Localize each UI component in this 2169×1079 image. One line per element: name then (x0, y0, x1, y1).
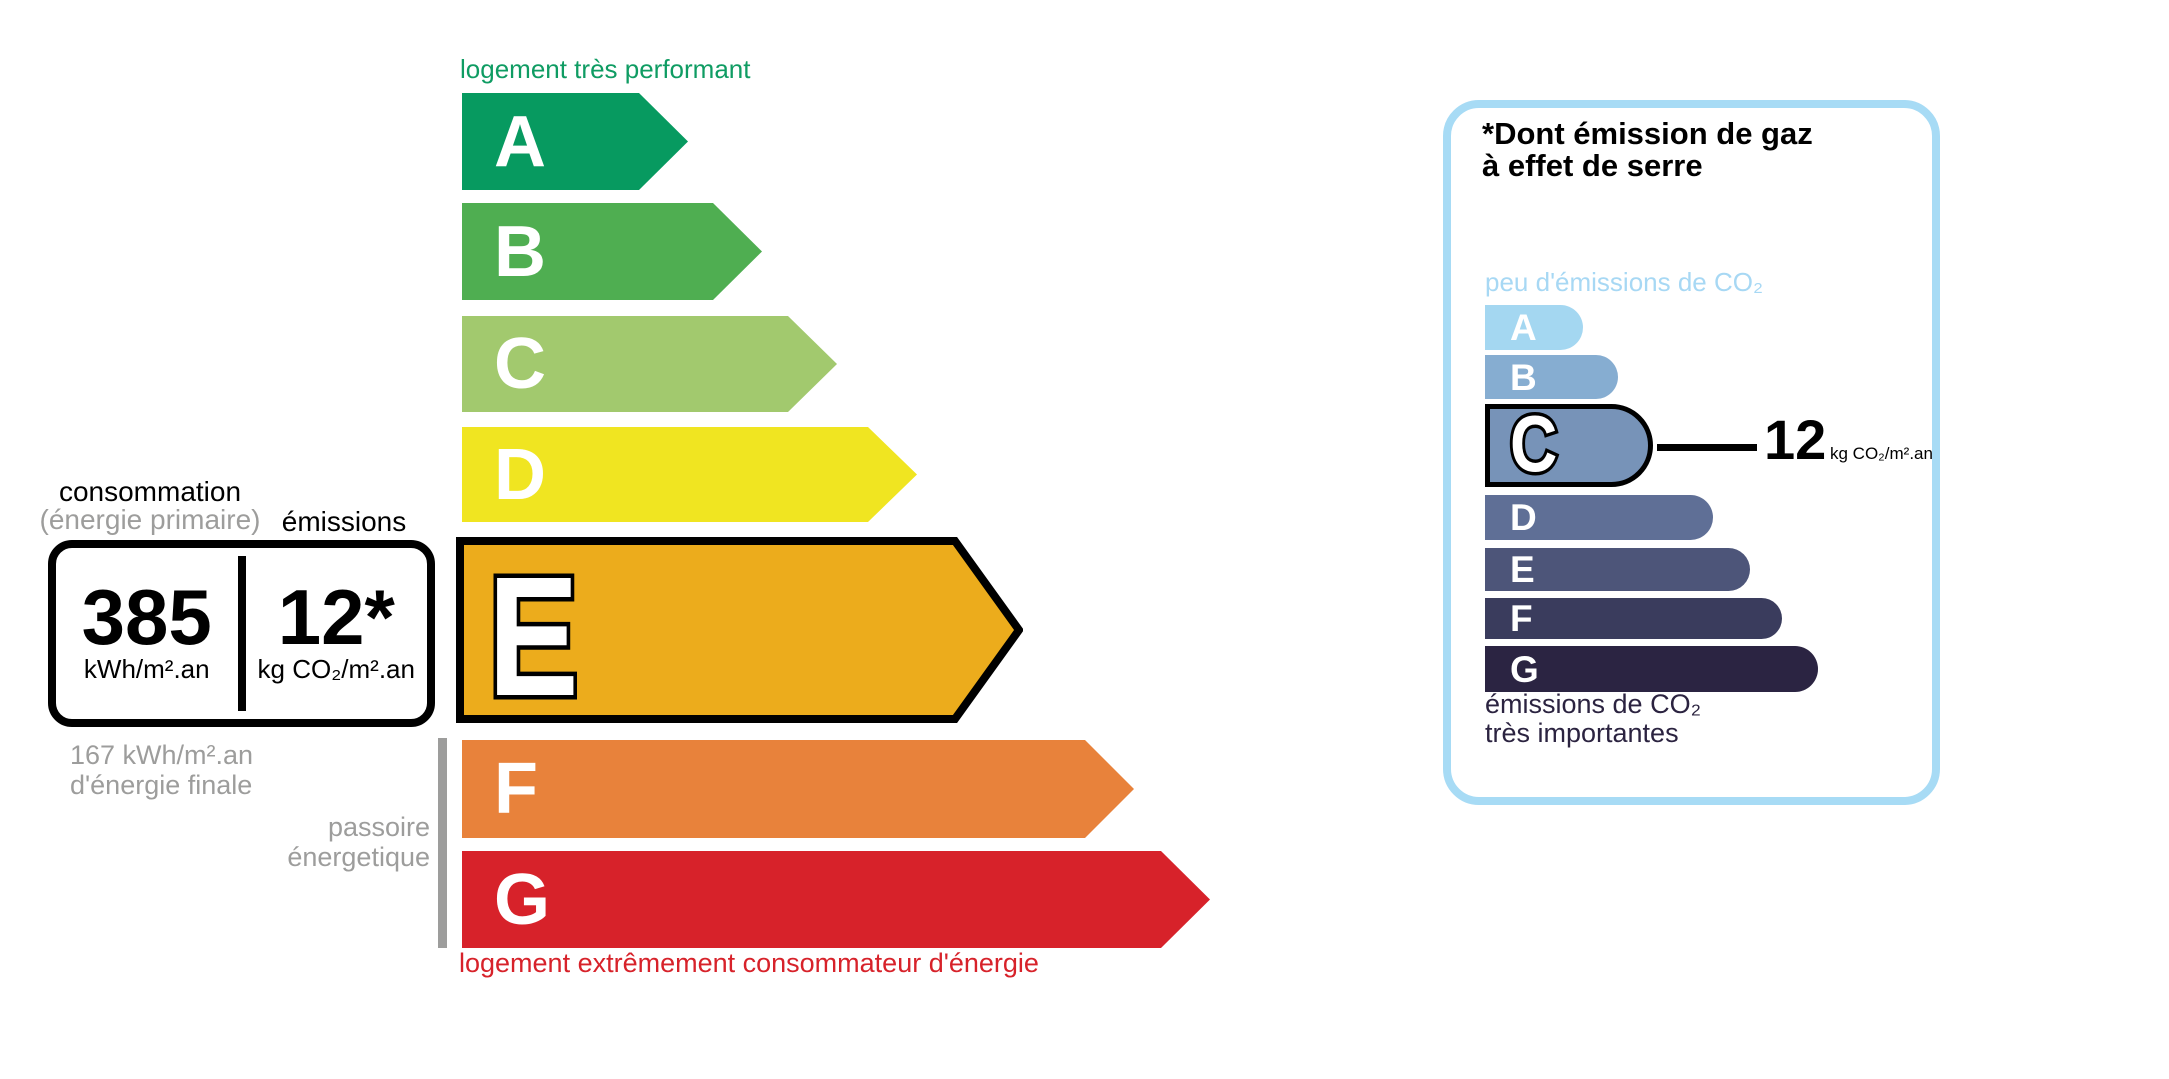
co2-class-letter-a: A (1510, 307, 1537, 348)
co2-class-letter-e: E (1510, 549, 1535, 590)
co2-value-connector-line (1657, 444, 1757, 451)
energy-class-letter-a: A (494, 101, 546, 182)
value-box: 385 kWh/m².an 12* kg CO₂/m².an (48, 540, 435, 727)
co2-scale-bottom-line2: très importantes (1485, 718, 1679, 748)
selected-class-arrow: E (456, 537, 1024, 735)
selected-class-letter: E (488, 542, 579, 723)
energy-class-letter-f: F (494, 749, 538, 829)
co2-value: 12 (1764, 408, 1827, 471)
energy-class-bar-c: C (462, 316, 837, 412)
co2-class-bar-b: B (1485, 355, 1618, 399)
co2-class-bar-c-selected: C (1485, 404, 1653, 487)
energy-class-letter-d: D (494, 434, 546, 515)
co2-selected-class-letter: C (1510, 409, 1557, 482)
energy-class-letter-b: B (494, 211, 546, 292)
energy-class-bar-b: B (462, 203, 762, 300)
energy-class-bar-d: D (462, 427, 917, 522)
energy-class-bar-a: A (462, 93, 688, 190)
scale-bottom-label: logement extrêmement consommateur d'éner… (459, 948, 1039, 978)
emissions-title: émissions (281, 506, 407, 537)
consumption-value: 385 (81, 573, 212, 661)
energy-class-bar-f: F (462, 740, 1134, 838)
emission-value-cell: 12* kg CO₂/m².an (246, 548, 428, 719)
emission-unit: kg CO₂/m².an (257, 654, 415, 684)
energy-sieve-line1: passoire (327, 812, 430, 842)
co2-scale-bottom-label: émissions de CO₂ très importantes (1485, 690, 1701, 748)
co2-class-letter-g: G (1510, 648, 1539, 690)
co2-class-bar-f: F (1485, 598, 1782, 639)
co2-panel-title-line1: *Dont émission de gaz (1482, 116, 1813, 151)
co2-scale-bottom-line1: émissions de CO₂ (1485, 689, 1702, 719)
scale-top-label: logement très performant (460, 54, 751, 84)
energy-sieve-label: passoire énergetique (220, 812, 430, 872)
final-energy-line1: 167 kWh/m².an (70, 740, 254, 770)
consumption-title: consommation (58, 476, 242, 507)
co2-class-letter-d: D (1510, 497, 1537, 538)
co2-class-bar-a: A (1485, 305, 1583, 350)
energy-sieve-line2: énergetique (287, 842, 430, 872)
co2-panel-title-line2: à effet de serre (1482, 148, 1703, 183)
consumption-subtitle: (énergie primaire) (39, 504, 261, 535)
consumption-value-cell: 385 kWh/m².an (56, 548, 238, 719)
emission-value: 12* (277, 573, 395, 661)
energy-class-bar-e-selected: E (456, 537, 1024, 735)
co2-class-bar-g: G (1485, 646, 1818, 692)
co2-panel-title: *Dont émission de gaz à effet de serre (1482, 118, 1813, 182)
energy-class-bar-g: G (462, 851, 1210, 948)
co2-class-bar-e: E (1485, 548, 1750, 591)
final-energy-line2: d'énergie finale (70, 770, 253, 800)
final-energy-note: 167 kWh/m².an d'énergie finale (70, 740, 253, 800)
energy-class-letter-g: G (494, 859, 551, 940)
co2-selected-letter-svg: C (1507, 409, 1561, 482)
co2-class-letter-b: B (1510, 356, 1537, 398)
consumption-column-labels: consommation (énergie primaire) (20, 478, 280, 534)
co2-value-unit: kg CO₂/m².an (1830, 444, 1933, 463)
co2-scale-top-label: peu d'émissions de CO₂ (1485, 267, 1764, 297)
value-box-divider (237, 556, 246, 711)
energy-sieve-bracket (438, 738, 447, 948)
consumption-unit: kWh/m².an (83, 654, 210, 684)
energy-class-letter-c: C (494, 324, 546, 404)
co2-class-bar-d: D (1485, 495, 1713, 540)
co2-class-letter-f: F (1510, 598, 1533, 639)
